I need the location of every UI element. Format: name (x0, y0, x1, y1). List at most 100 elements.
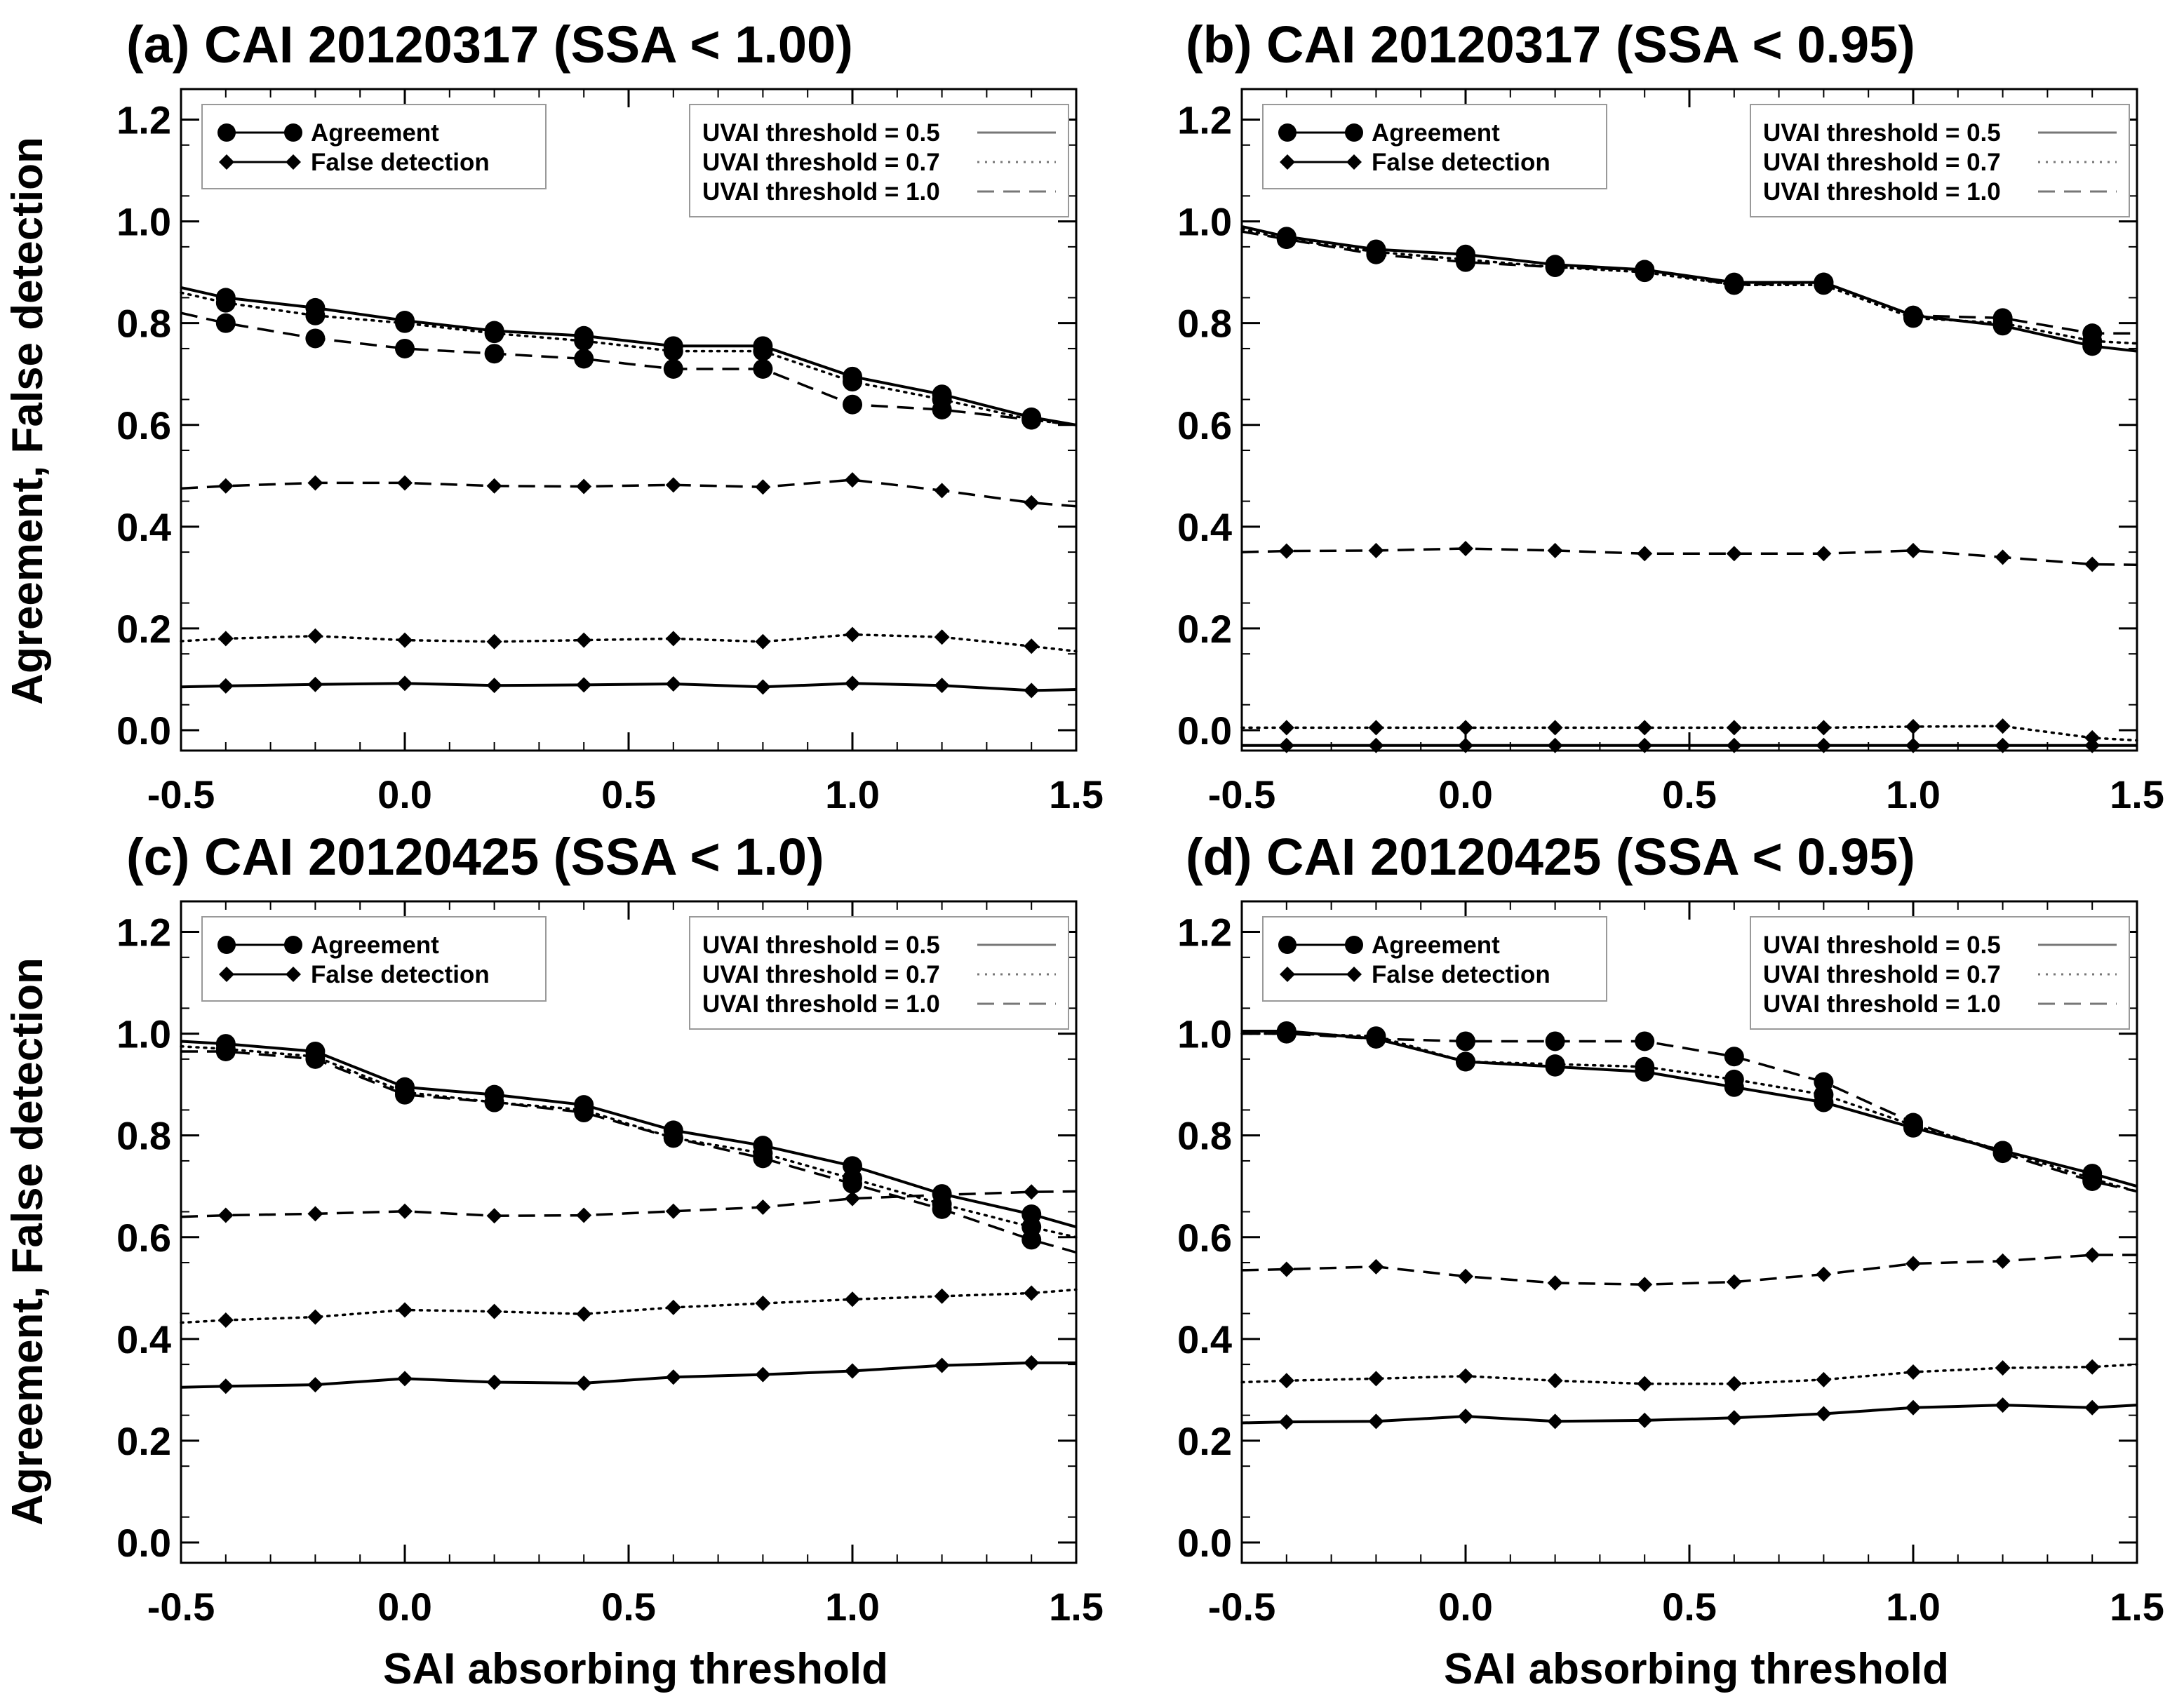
legend-marker-label: Agreement (311, 932, 439, 959)
agreement-point (484, 344, 504, 364)
x-tick-label: 0.5 (601, 772, 656, 816)
false-detection-point (755, 1199, 771, 1215)
false-detection-point (1995, 549, 2011, 565)
series-line-agreement-dashed (1242, 1032, 2138, 1193)
series-line-false_detection-dotted (180, 633, 1078, 653)
legend-marker-label: False detection (1372, 149, 1550, 176)
agreement-point (1635, 260, 1655, 280)
y-tick-label: 1.0 (116, 200, 171, 244)
x-tick-label: 0.5 (1662, 1585, 1717, 1629)
false-detection-point (665, 675, 681, 692)
false-detection-point (1637, 720, 1653, 736)
legend-diamond-marker (1280, 967, 1295, 982)
legend-diamond-marker (286, 154, 301, 170)
y-tick-label: 0.8 (1177, 302, 1232, 346)
x-tick-label: -0.5 (147, 1585, 215, 1629)
false-detection-point (845, 472, 860, 488)
agreement-point (1545, 1031, 1565, 1051)
x-tick-label: -0.5 (1208, 1585, 1276, 1629)
y-tick-label: 1.2 (116, 98, 171, 142)
false-detection-point (934, 483, 950, 499)
false-detection-point (1368, 542, 1384, 558)
false-detection-point (1547, 542, 1563, 558)
series-line-false_detection-dashed (1241, 1253, 2137, 1286)
x-tick-label: 1.5 (1049, 772, 1104, 816)
y-tick-label: 0.2 (116, 607, 171, 651)
legend-line-label: UVAI threshold = 0.7 (702, 961, 940, 988)
x-tick-label: 0.5 (601, 1585, 656, 1629)
x-tick-label: 1.0 (825, 772, 880, 816)
false-detection-point (217, 1207, 234, 1223)
false-detection-point (755, 479, 771, 495)
x-tick-label: 0.5 (1662, 772, 1717, 816)
false-detection-point (1368, 1258, 1384, 1275)
false-detection-point (1547, 720, 1563, 736)
panel-title: (b) CAI 20120317 (SSA < 0.95) (1186, 15, 1915, 74)
false-detection-point (1458, 541, 1473, 557)
false-detection-point (1995, 718, 2011, 734)
false-detection-point (845, 1190, 860, 1206)
agreement-point (1366, 1028, 1386, 1049)
false-detection-point (486, 633, 502, 650)
false-detection-point (217, 1312, 234, 1328)
legend-diamond-marker (219, 154, 234, 170)
y-tick-label: 0.8 (116, 302, 171, 346)
legend-line-box (689, 916, 1069, 1030)
false-detection-point (755, 679, 771, 695)
false-detection-point (1905, 1399, 1921, 1416)
false-detection-point (1278, 737, 1294, 753)
legend-circle-marker (217, 936, 236, 954)
false-detection-point (1995, 1397, 2011, 1413)
false-detection-point (1637, 1412, 1653, 1428)
agreement-point (1021, 1230, 1042, 1250)
agreement-point (574, 1103, 594, 1123)
false-detection-point (1024, 1285, 1040, 1301)
panel-title: (d) CAI 20120425 (SSA < 0.95) (1186, 828, 1915, 886)
false-detection-point (486, 478, 502, 494)
legend-line-box (689, 104, 1069, 217)
legend-line-label: UVAI threshold = 1.0 (1763, 990, 2001, 1018)
panel-b: (b) CAI 20120317 (SSA < 0.95) -0.5 0.0 0.5 1… (1177, 15, 2164, 816)
agreement-point (215, 293, 236, 313)
y-tick-label: 0.0 (1177, 1521, 1232, 1565)
false-detection-point (1278, 1373, 1294, 1389)
false-detection-point (2084, 1247, 2101, 1263)
agreement-point (1276, 229, 1297, 249)
false-detection-point (1024, 1354, 1040, 1371)
false-detection-point (397, 675, 413, 692)
false-detection-point (397, 632, 413, 648)
x-tick-label: 1.0 (1886, 1585, 1941, 1629)
false-detection-point (1024, 495, 1040, 511)
agreement-point (395, 1084, 415, 1105)
false-detection-point (1547, 1275, 1563, 1291)
false-detection-point (1995, 1360, 2011, 1376)
false-detection-point (1368, 737, 1384, 753)
legend-line-label: UVAI threshold = 1.0 (1763, 178, 2001, 206)
false-detection-point (934, 1288, 950, 1304)
false-detection-point (1816, 1266, 1832, 1282)
false-detection-point (845, 675, 860, 692)
agreement-point (843, 394, 862, 415)
legend-line-box (1750, 104, 2130, 217)
false-detection-point (1368, 1371, 1384, 1387)
false-detection-point (755, 1366, 771, 1383)
legend-diamond-marker (219, 967, 234, 982)
x-tick-label: -0.5 (1208, 772, 1276, 816)
series-line-agreement-dashed (1241, 230, 2137, 335)
false-detection-point (307, 1377, 323, 1393)
agreement-point (663, 1128, 683, 1148)
agreement-point (1021, 410, 1042, 430)
agreement-point (1456, 1051, 1475, 1072)
agreement-point (2082, 323, 2103, 344)
false-detection-point (934, 1357, 950, 1373)
series-line-false_detection-dotted (180, 1288, 1078, 1324)
panel-title: (a) CAI 20120317 (SSA < 1.00) (126, 15, 853, 74)
agreement-point (1456, 252, 1475, 272)
legend-circle-marker (284, 936, 302, 954)
false-detection-point (1458, 1268, 1473, 1284)
x-tick-label: 1.5 (2110, 772, 2164, 816)
legend-marker-label: False detection (311, 961, 490, 988)
y-tick-label: 0.4 (1177, 505, 1232, 549)
x-tick-label: -0.5 (147, 772, 215, 816)
false-detection-point (217, 478, 234, 494)
